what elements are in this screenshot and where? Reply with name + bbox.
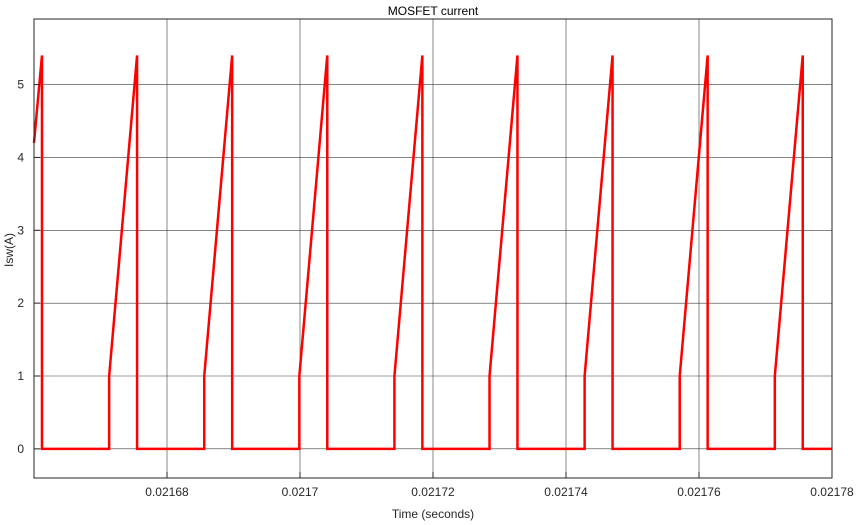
y-tick-label: 1 bbox=[17, 369, 24, 383]
x-tick-label: 0.02178 bbox=[810, 485, 854, 499]
x-tick-label: 0.0217 bbox=[282, 485, 319, 499]
y-tick-label: 4 bbox=[17, 150, 24, 164]
y-axis-ticks: 0 1 2 3 4 5 bbox=[17, 78, 40, 456]
x-axis-ticks: 0.02168 0.0217 0.02172 0.02174 0.02176 0.0217… bbox=[145, 472, 854, 499]
chart-title: MOSFET current bbox=[388, 4, 479, 18]
y-tick-label: 0 bbox=[17, 442, 24, 456]
data-series bbox=[32, 55, 832, 451]
x-tick-label: 0.02172 bbox=[411, 485, 455, 499]
series-line bbox=[32, 55, 832, 451]
y-tick-label: 5 bbox=[17, 78, 24, 92]
y-tick-label: 3 bbox=[17, 223, 24, 237]
x-tick-label: 0.02176 bbox=[677, 485, 721, 499]
x-tick-label: 0.02174 bbox=[544, 485, 588, 499]
y-axis-label: Isw(A) bbox=[2, 233, 16, 267]
y-tick-label: 2 bbox=[17, 296, 24, 310]
x-axis-label: Time (seconds) bbox=[392, 507, 474, 521]
x-tick-label: 0.02168 bbox=[145, 485, 189, 499]
